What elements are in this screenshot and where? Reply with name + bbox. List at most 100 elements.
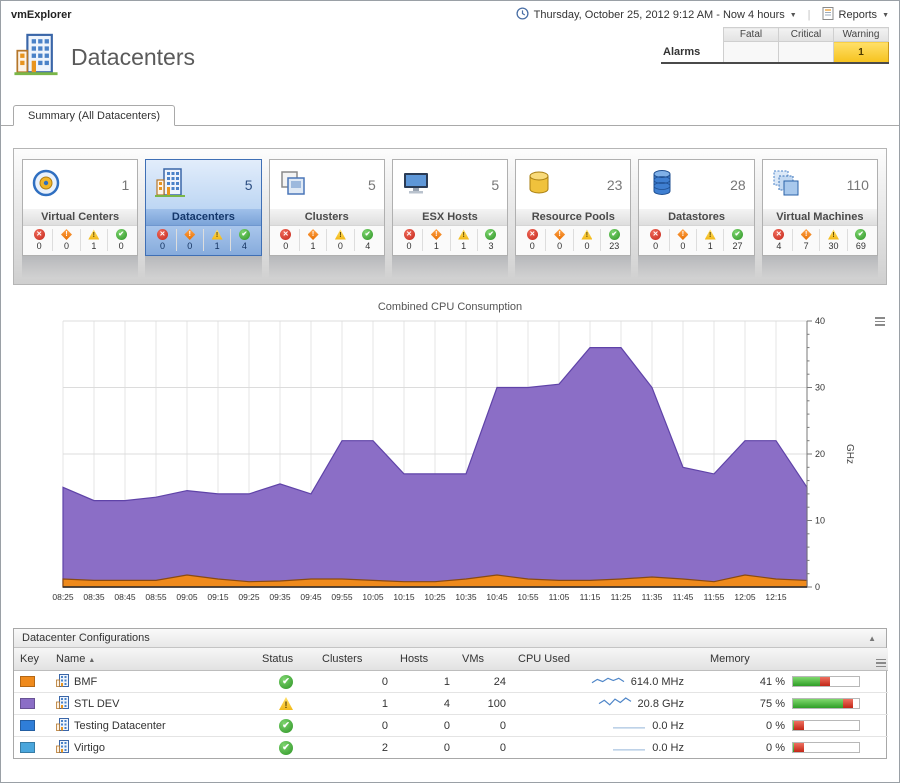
svg-text:0: 0 — [815, 582, 820, 592]
tile-count: 5 — [491, 177, 500, 193]
warning-icon: ! — [458, 229, 470, 240]
tile-alarm-warning[interactable]: ! 0 — [327, 229, 353, 251]
tile-alarm-normal[interactable]: ✔ 4 — [231, 229, 257, 251]
tile-reflection — [145, 256, 262, 278]
col-key[interactable]: Key — [14, 648, 50, 671]
tile-alarm-normal[interactable]: ✔ 23 — [601, 229, 627, 251]
tile-datacenters[interactable]: 5 Datacenters ✕ 0! 0! 1 ✔ 4 — [145, 159, 262, 256]
tile-alarm-fatal[interactable]: ✕ 0 — [519, 229, 545, 251]
tile-alarm-fatal[interactable]: ✕ 0 — [149, 229, 175, 251]
table-row[interactable]: BMF ✔ 0 1 24 614.0 MHz 41 % — [14, 670, 888, 693]
tile-alarm-warning[interactable]: ! 1 — [81, 229, 107, 251]
datacenter-name-link[interactable]: Testing Datacenter — [74, 719, 166, 732]
chevron-down-icon[interactable]: ▼ — [789, 11, 797, 19]
tile-alarm-fatal[interactable]: ✕ 0 — [396, 229, 422, 251]
critical-icon: ! — [184, 229, 196, 240]
clusters-count: 2 — [381, 741, 388, 754]
col-cpu-used[interactable]: CPU Used — [512, 648, 696, 671]
tile-alarm-warning[interactable]: ! 1 — [697, 229, 723, 251]
tile-alarm-normal[interactable]: ✔ 69 — [848, 229, 874, 251]
tile-alarm-fatal[interactable]: ✕ 0 — [642, 229, 668, 251]
tile-label: ESX Hosts — [392, 209, 508, 225]
tile-alarm-critical[interactable]: ! 1 — [300, 229, 326, 251]
col-hosts[interactable]: Hosts — [394, 648, 456, 671]
tile-resource-pools[interactable]: 23 Resource Pools ✕ 0! 0! 0 ✔ 23 — [515, 159, 632, 256]
tile-alarm-critical[interactable]: ! 0 — [53, 229, 79, 251]
tile-reflection — [268, 256, 385, 278]
tile-alarm-divider — [230, 229, 232, 251]
datacenter-name-link[interactable]: BMF — [74, 675, 98, 688]
tile-alarm-critical[interactable]: ! 7 — [793, 229, 819, 251]
tile-alarm-divider — [696, 229, 698, 251]
tile-alarm-critical[interactable]: ! 0 — [670, 229, 696, 251]
tile-esx-hosts[interactable]: 5 ESX Hosts ✕ 0! 1! 1 ✔ 3 — [391, 159, 509, 256]
alarms-critical-count[interactable] — [778, 41, 834, 64]
col-vms[interactable]: VMs — [456, 648, 512, 671]
reports-menu[interactable]: Reports — [838, 9, 878, 21]
datacenter-name-link[interactable]: Virtigo — [74, 741, 105, 754]
topbar-divider: | — [807, 9, 811, 21]
tile-alarm-critical[interactable]: ! 1 — [423, 229, 449, 251]
tile-reflection — [515, 256, 632, 278]
chevron-down-icon[interactable]: ▼ — [882, 11, 889, 19]
tile-alarm-warning[interactable]: ! 1 — [451, 229, 477, 251]
tile-alarm-count: 27 — [732, 241, 743, 251]
tile-alarm-critical[interactable]: ! 0 — [546, 229, 572, 251]
tile-alarm-divider — [353, 229, 355, 251]
sort-ascending-icon: ▲ — [88, 657, 96, 664]
tile-alarm-fatal[interactable]: ✕ 4 — [766, 229, 792, 251]
tile-alarm-row: ✕ 0! 0! 1 ✔ 27 — [639, 225, 754, 255]
alarms-warning-count[interactable]: 1 — [833, 41, 889, 64]
svg-text:10:15: 10:15 — [393, 592, 415, 602]
chart-customizer-icon[interactable] — [875, 317, 885, 326]
warning-icon: ! — [828, 229, 839, 240]
tile-alarm-fatal[interactable]: ✕ 0 — [26, 229, 52, 251]
tile-datastores[interactable]: 28 Datastores ✕ 0! 0! 1 ✔ 27 — [638, 159, 755, 256]
tile-alarm-warning[interactable]: ! 1 — [204, 229, 230, 251]
tile-alarm-divider — [846, 229, 848, 251]
cpu-used-value: 0.0 Hz — [652, 741, 684, 754]
col-clusters[interactable]: Clusters — [316, 648, 394, 671]
vms-count: 0 — [499, 741, 506, 754]
datacenter-name-link[interactable]: STL DEV — [74, 697, 120, 710]
tile-alarm-warning[interactable]: ! 0 — [574, 229, 600, 251]
svg-text:09:15: 09:15 — [207, 592, 229, 602]
tile-virtual-centers[interactable]: 1 Virtual Centers ✕ 0! 0! 1 ✔ 0 — [22, 159, 139, 256]
alarms-fatal-count[interactable] — [723, 41, 779, 64]
table-customizer-icon[interactable] — [870, 648, 888, 671]
svg-text:08:35: 08:35 — [83, 592, 105, 602]
tab-summary-all-datacenters[interactable]: Summary (All Datacenters) — [13, 105, 176, 126]
svg-text:08:55: 08:55 — [145, 592, 167, 602]
tile-alarm-critical[interactable]: ! 0 — [177, 229, 203, 251]
table-row[interactable]: Testing Datacenter ✔ 0 0 0 0.0 Hz 0 % — [14, 714, 888, 737]
table-row[interactable]: STL DEV! 1 4 100 20.8 GHz 75 % — [14, 692, 888, 715]
normal-icon: ✔ — [732, 229, 744, 240]
tile-alarm-normal[interactable]: ✔ 0 — [108, 229, 134, 251]
tile-alarm-normal[interactable]: ✔ 3 — [478, 229, 504, 251]
collapse-panel-icon[interactable]: ▲ — [868, 633, 876, 643]
tile-alarm-normal[interactable]: ✔ 27 — [724, 229, 750, 251]
col-status[interactable]: Status — [256, 648, 316, 671]
tile-alarm-normal[interactable]: ✔ 4 — [355, 229, 381, 251]
svg-text:09:35: 09:35 — [269, 592, 291, 602]
virtual-machine-icon — [771, 168, 801, 203]
tile-clusters[interactable]: 5 Clusters ✕ 0! 1! 0 ✔ 4 — [268, 159, 385, 256]
tile-alarm-divider — [819, 229, 821, 251]
time-range-selector[interactable]: Thursday, October 25, 2012 9:12 AM - Now… — [533, 9, 785, 21]
col-name[interactable]: Name ▲ — [50, 648, 256, 671]
col-memory[interactable]: Memory — [696, 648, 870, 671]
tile-alarm-warning[interactable]: ! 30 — [820, 229, 846, 251]
tile-alarm-count: 69 — [855, 241, 866, 251]
small-datacenter-icon — [56, 695, 69, 712]
tile-virtual-machines[interactable]: 110 Virtual Machines ✕ 4! 7! 30 ✔ 69 — [761, 159, 878, 256]
app-title: vmExplorer — [11, 9, 72, 21]
alarms-col-fatal: Fatal — [723, 27, 779, 42]
memory-percent: 75 % — [759, 697, 785, 710]
tile-alarm-fatal[interactable]: ✕ 0 — [273, 229, 299, 251]
tile-outer-virtual-centers: 1 Virtual Centers ✕ 0! 0! 1 ✔ 0 — [22, 159, 139, 278]
tile-alarm-count: 0 — [36, 241, 42, 251]
svg-text:GHz: GHz — [844, 444, 855, 464]
table-row[interactable]: Virtigo ✔ 2 0 0 0.0 Hz 0 % — [14, 737, 888, 759]
tile-count: 1 — [121, 177, 130, 193]
tile-outer-datastores: 28 Datastores ✕ 0! 0! 1 ✔ 27 — [638, 159, 755, 278]
